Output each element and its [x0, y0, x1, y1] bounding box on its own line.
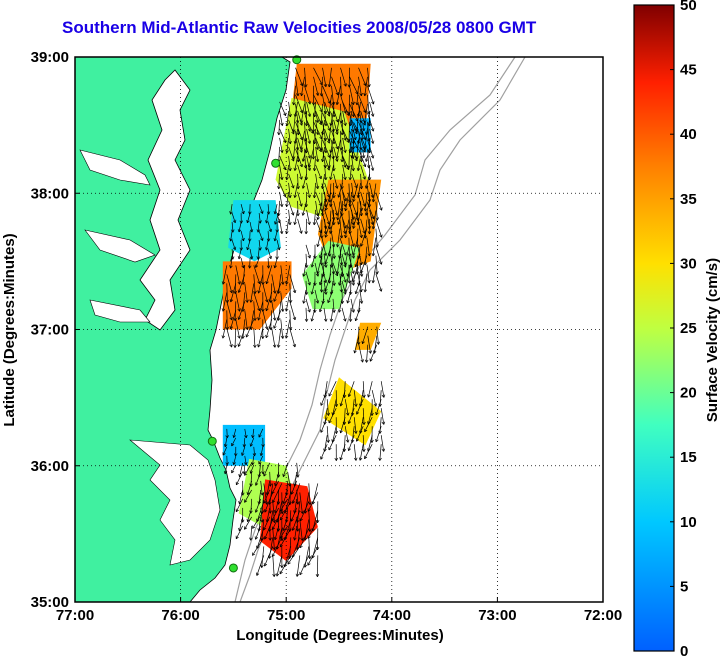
y-axis-label: Latitude (Degrees:Minutes) [1, 233, 18, 426]
x-tick-label: 73:00 [478, 607, 516, 624]
colorbar-tick-label: 10 [680, 514, 697, 531]
colorbar-tick-label: 50 [680, 0, 697, 14]
y-tick-label: 35:00 [31, 594, 69, 611]
chart-title: Southern Mid-Atlantic Raw Velocities 200… [62, 18, 536, 38]
y-tick-label: 37:00 [31, 322, 69, 339]
colorbar-tick-label: 45 [680, 62, 697, 79]
colorbar-tick-label: 25 [680, 320, 697, 337]
colorbar-label: Surface Velocity (cm/s) [704, 258, 721, 422]
x-tick-label: 74:00 [373, 607, 411, 624]
station-marker [208, 437, 216, 445]
station-marker [229, 564, 237, 572]
colorbar-tick-label: 40 [680, 126, 697, 143]
colorbar-tick-label: 0 [680, 643, 688, 659]
colorbar-tick-label: 35 [680, 191, 697, 208]
x-tick-label: 72:00 [584, 607, 622, 624]
y-tick-label: 36:00 [31, 458, 69, 475]
x-tick-label: 76:00 [161, 607, 199, 624]
colorbar-tick-label: 20 [680, 385, 697, 402]
y-axis: 39:00 38:00 37:00 36:00 35:00 [31, 49, 80, 611]
colorbar-tick-label: 30 [680, 255, 697, 272]
x-axis-label: Longitude (Degrees:Minutes) [236, 627, 444, 644]
station-marker [272, 159, 280, 167]
colorbar-tick-label: 15 [680, 449, 697, 466]
x-tick-label: 75:00 [267, 607, 305, 624]
y-tick-label: 38:00 [31, 185, 69, 202]
colorbar-tick-label: 5 [680, 578, 688, 595]
y-tick-label: 39:00 [31, 49, 69, 66]
colorbar [634, 5, 674, 651]
